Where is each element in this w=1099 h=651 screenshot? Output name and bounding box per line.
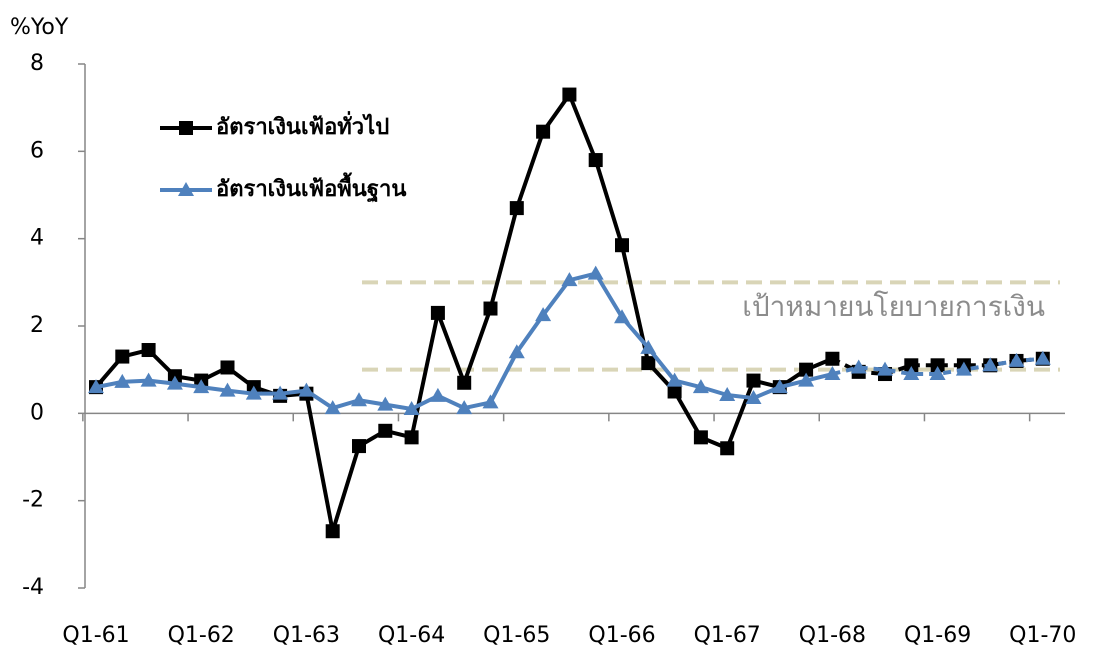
x-tick-label: Q1-63 <box>273 623 340 648</box>
marker <box>429 387 446 402</box>
marker <box>219 382 236 397</box>
y-axis-label: %YoY <box>10 15 69 40</box>
y-tick-label: -4 <box>22 575 44 600</box>
marker <box>693 430 708 445</box>
marker <box>483 301 498 316</box>
marker <box>509 201 524 216</box>
marker <box>562 87 577 102</box>
marker <box>1034 350 1051 365</box>
marker <box>719 386 736 401</box>
marker <box>272 385 289 400</box>
marker <box>140 372 157 387</box>
marker <box>877 361 893 376</box>
marker <box>404 430 419 445</box>
marker <box>1008 352 1025 367</box>
marker <box>904 358 919 373</box>
marker <box>535 307 552 322</box>
marker <box>614 309 630 324</box>
x-tick-label: Q1-69 <box>904 623 971 648</box>
marker <box>114 373 131 388</box>
marker <box>536 124 551 139</box>
marker <box>640 339 657 354</box>
marker <box>824 366 841 381</box>
marker <box>220 360 235 375</box>
x-tick-label: Q1-61 <box>62 623 129 648</box>
x-tick-label: Q1-70 <box>1009 623 1076 648</box>
legend-marker <box>178 182 194 196</box>
marker <box>352 439 366 454</box>
marker <box>720 441 735 456</box>
line <box>94 92 834 534</box>
marker <box>456 400 473 415</box>
marker <box>745 390 762 405</box>
marker <box>692 379 709 394</box>
line <box>831 356 1043 377</box>
marker <box>245 385 262 400</box>
marker <box>88 379 104 394</box>
marker <box>324 400 341 415</box>
y-tick-label: 6 <box>30 138 44 163</box>
marker <box>667 384 682 399</box>
marker <box>903 366 920 381</box>
marker <box>166 375 183 390</box>
marker <box>377 396 394 411</box>
legend-marker <box>179 121 193 135</box>
y-tick-label: 4 <box>30 226 44 251</box>
marker <box>508 344 525 359</box>
marker <box>482 394 499 409</box>
marker <box>403 400 420 415</box>
x-tick-label: Q1-66 <box>588 623 655 648</box>
target-label: เป้าหมายนโยบายการเงิน <box>742 290 1045 323</box>
marker <box>378 423 393 438</box>
legend-label: อัตราเงินเฟ้อพื้นฐาน <box>216 172 406 203</box>
y-tick-label: 8 <box>30 51 44 76</box>
legend-label: อัตราเงินเฟ้อทั่วไป <box>216 110 389 140</box>
marker <box>430 305 445 320</box>
marker <box>746 373 761 388</box>
x-tick-label: Q1-68 <box>799 623 866 648</box>
marker <box>955 361 972 376</box>
marker <box>141 343 156 358</box>
marker <box>930 358 945 373</box>
marker <box>615 238 629 253</box>
marker <box>798 372 815 387</box>
marker <box>929 366 946 381</box>
y-tick-label: 2 <box>30 313 44 338</box>
x-tick-label: Q1-65 <box>483 623 550 648</box>
marker <box>588 153 603 168</box>
marker <box>561 272 578 287</box>
marker <box>799 362 814 377</box>
marker <box>325 524 340 539</box>
marker <box>982 357 999 372</box>
marker <box>351 392 367 407</box>
marker <box>771 379 788 394</box>
x-tick-label: Q1-64 <box>378 623 445 648</box>
marker <box>825 351 840 366</box>
x-tick-label: Q1-62 <box>168 623 235 648</box>
y-tick-label: 0 <box>30 400 44 425</box>
marker <box>666 372 683 387</box>
y-tick-label: -2 <box>22 488 44 513</box>
marker <box>193 379 210 394</box>
marker <box>115 349 130 364</box>
marker <box>641 356 656 371</box>
marker <box>850 359 867 374</box>
marker <box>298 382 315 397</box>
marker <box>457 375 472 390</box>
marker <box>587 265 604 280</box>
x-tick-label: Q1-67 <box>694 623 761 648</box>
